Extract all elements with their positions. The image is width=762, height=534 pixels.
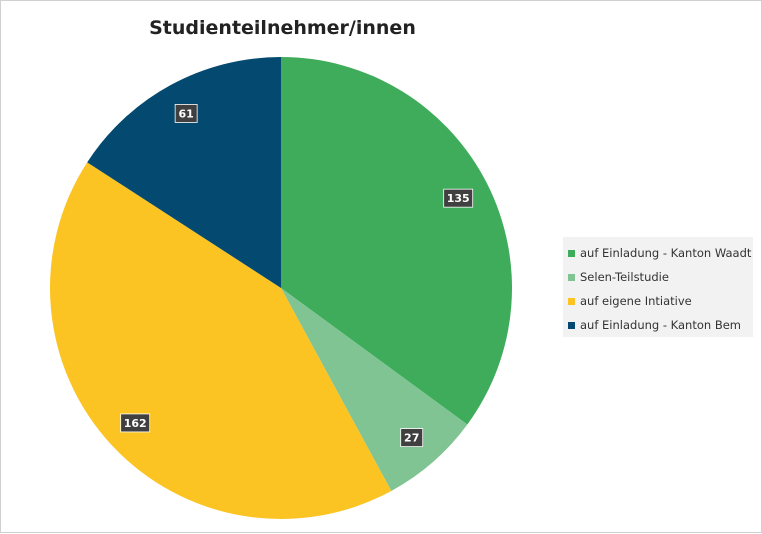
pie-slice <box>281 57 512 425</box>
legend-label: Selen-Teilstudie <box>580 270 669 284</box>
data-label-box <box>174 104 198 123</box>
data-label-box <box>400 428 424 448</box>
legend-swatch <box>568 321 575 329</box>
legend-item: auf Einladung - Kanton Bem <box>563 313 753 337</box>
data-label: 162 <box>120 413 151 433</box>
pie-slice <box>87 57 281 288</box>
legend-label: auf Einladung - Kanton Bem <box>580 318 741 332</box>
legend-swatch <box>568 249 575 257</box>
data-label-box <box>443 188 474 208</box>
data-label: 61 <box>174 104 198 123</box>
data-label: 27 <box>400 428 424 448</box>
legend-item: auf eigene Intiative <box>563 289 753 313</box>
legend-item: Selen-Teilstudie <box>563 265 753 289</box>
legend: auf Einladung - Kanton Waadt Selen-Teilst… <box>563 237 753 337</box>
legend-label: auf eigene Intiative <box>580 294 692 308</box>
data-label: 135 <box>443 188 474 208</box>
legend-item: auf Einladung - Kanton Waadt <box>563 241 753 265</box>
data-label-box <box>120 413 151 433</box>
legend-swatch <box>568 273 575 281</box>
data-label-text: 135 <box>447 192 470 205</box>
data-label-text: 27 <box>404 432 419 445</box>
legend-swatch <box>568 297 575 305</box>
data-label-text: 162 <box>124 417 147 430</box>
data-label-text: 61 <box>178 107 193 120</box>
legend-label: auf Einladung - Kanton Waadt <box>580 246 752 260</box>
chart-title: Studienteilnehmer/innen <box>149 17 416 39</box>
